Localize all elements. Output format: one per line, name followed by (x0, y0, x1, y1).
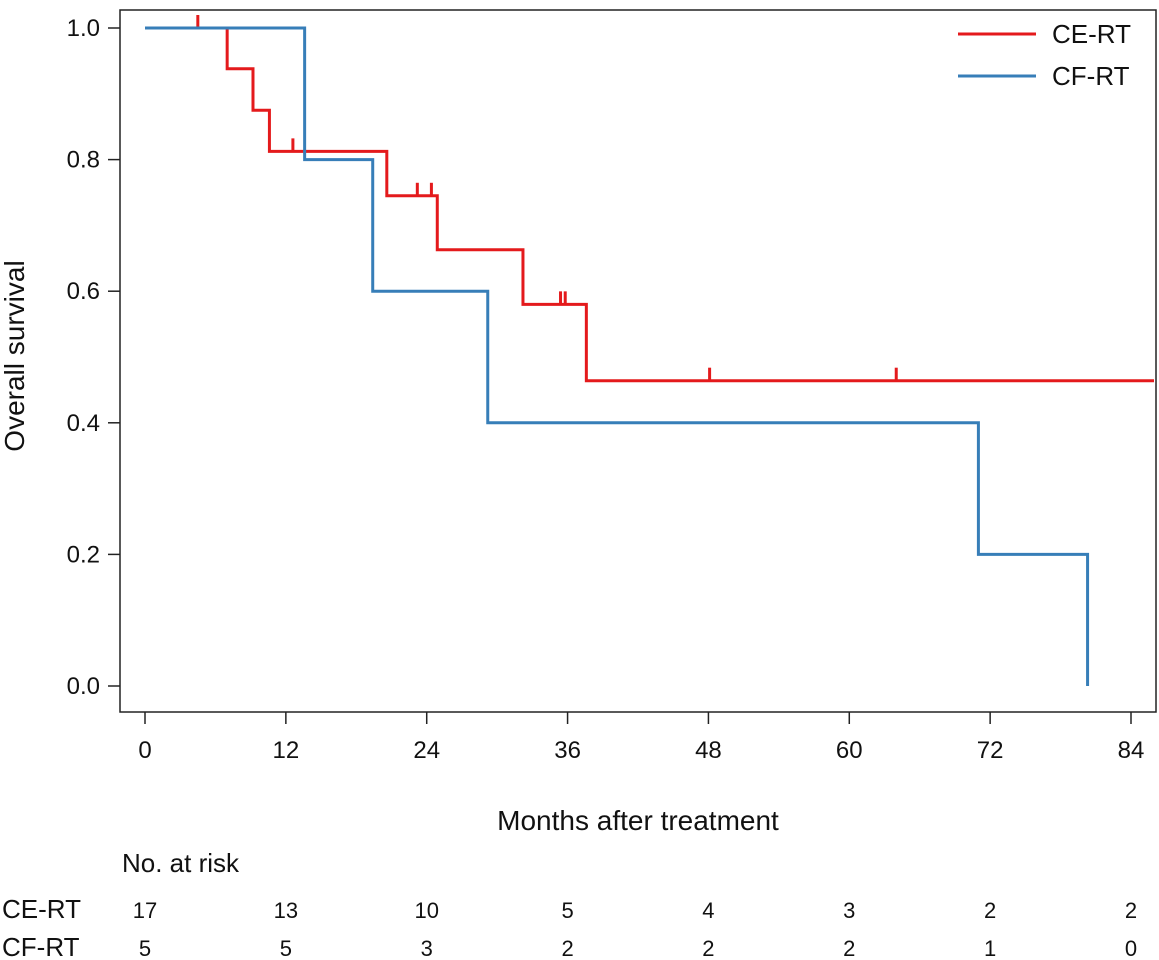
risk-table-title: No. at risk (122, 848, 240, 878)
risk-value: 3 (843, 898, 855, 923)
x-tick-label: 48 (695, 737, 722, 764)
x-tick-label: 72 (977, 737, 1004, 764)
series-line-ce-rt (145, 26, 1154, 383)
risk-row-label: CF-RT (2, 932, 80, 960)
x-axis: 0 12 24 36 48 60 72 84 (138, 712, 1144, 764)
x-tick-label: 84 (1118, 737, 1145, 764)
legend-label: CE-RT (1052, 19, 1131, 49)
y-axis: 0.0 0.2 0.4 0.6 0.8 1.0 (67, 15, 120, 700)
series-group (145, 15, 1154, 686)
y-tick-label: 0.2 (67, 541, 100, 568)
risk-value: 5 (139, 936, 151, 960)
risk-value: 5 (561, 898, 573, 923)
risk-value: 5 (280, 936, 292, 960)
x-tick-label: 36 (554, 737, 581, 764)
x-tick-label: 24 (413, 737, 440, 764)
risk-value: 0 (1125, 936, 1137, 960)
risk-value: 10 (414, 898, 438, 923)
plot-frame (119, 9, 1157, 713)
x-axis-title: Months after treatment (497, 805, 779, 836)
y-axis-title: Overall survival (0, 260, 30, 451)
y-tick-label: 0.4 (67, 410, 100, 437)
risk-value: 3 (421, 936, 433, 960)
y-tick-label: 1.0 (67, 15, 100, 42)
risk-value: 1 (984, 936, 996, 960)
risk-row-label: CE-RT (2, 894, 81, 924)
risk-value: 2 (843, 936, 855, 960)
x-tick-label: 0 (138, 737, 151, 764)
y-tick-label: 0.0 (67, 673, 100, 700)
y-tick-label: 0.6 (67, 278, 100, 305)
x-tick-label: 60 (836, 737, 863, 764)
plot-border (119, 9, 1157, 713)
risk-value: 2 (561, 936, 573, 960)
series-line-cf-rt (145, 26, 1090, 686)
risk-value: 2 (1125, 898, 1137, 923)
risk-value: 13 (274, 898, 298, 923)
risk-value: 4 (702, 898, 714, 923)
x-tick-label: 12 (273, 737, 300, 764)
legend-label: CF-RT (1052, 61, 1130, 91)
risk-value: 17 (133, 898, 157, 923)
risk-value: 2 (984, 898, 996, 923)
risk-value: 2 (702, 936, 714, 960)
y-tick-label: 0.8 (67, 147, 100, 174)
legend: CE-RT CF-RT (958, 19, 1131, 91)
